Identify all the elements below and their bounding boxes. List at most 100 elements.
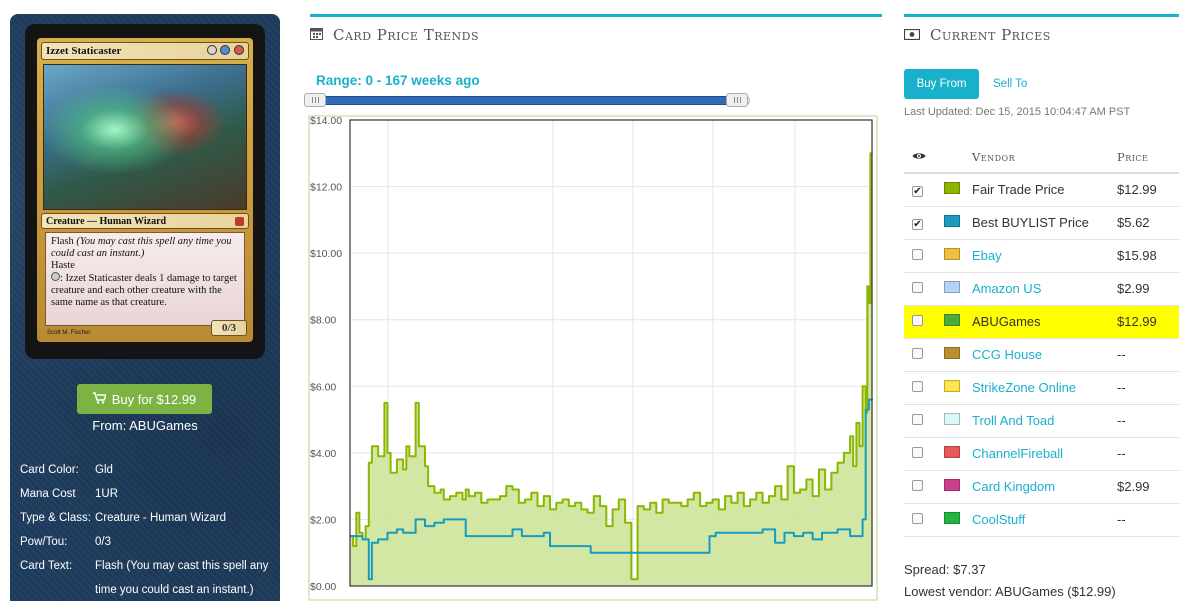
prices-title-text: Current Prices <box>930 26 1051 44</box>
card-art <box>43 64 247 210</box>
set-symbol-icon <box>235 216 244 226</box>
card-info-label: Type & Class: <box>20 512 91 524</box>
last-updated: Last Updated: Dec 15, 2015 10:04:47 AM P… <box>904 106 1131 118</box>
vendor-color-swatch <box>944 248 960 260</box>
card-info-label: Pow/Tou: <box>20 536 68 548</box>
vendor-link[interactable]: Card Kingdom <box>972 479 1056 494</box>
buy-button[interactable]: Buy for $12.99 <box>77 384 212 414</box>
vendor-swatch-cell <box>944 338 972 372</box>
range-slider-handle-end[interactable] <box>726 93 748 107</box>
vendor-row: Card Kingdom $2.99 <box>904 470 1179 504</box>
vendor-link[interactable]: ChannelFireball <box>972 446 1064 461</box>
lowest-vendor: Lowest vendor: ABUGames ($12.99) <box>904 584 1116 599</box>
vendor-visibility-checkbox[interactable] <box>912 513 923 524</box>
card-info-row: Pow/Tou: 0/3 <box>20 530 280 554</box>
vendor-link[interactable]: Amazon US <box>972 281 1042 296</box>
vendor-swatch-cell <box>944 437 972 471</box>
vendor-table-header: Vendor Price <box>904 142 1179 174</box>
vendor-visibility-checkbox[interactable] <box>912 315 923 326</box>
series-area-0 <box>350 153 872 587</box>
vendor-name-cell: Card Kingdom <box>972 470 1117 504</box>
vendor-swatch-cell <box>944 371 972 405</box>
price-column-header: Price <box>1117 142 1179 174</box>
vendor-visibility-checkbox[interactable] <box>912 414 923 425</box>
trends-title: Card Price Trends <box>310 26 479 44</box>
vendor-link[interactable]: Troll And Toad <box>972 413 1055 428</box>
vendor-visibility-checkbox[interactable] <box>912 480 923 491</box>
card-info-label: Card Color: <box>20 464 79 476</box>
vendor-row: ChannelFireball -- <box>904 437 1179 471</box>
y-tick-label: $4.00 <box>310 448 336 460</box>
card-sidebar: Izzet Staticaster Creature — Human Wizar… <box>10 14 280 601</box>
trends-section-rule <box>310 14 882 17</box>
vendor-visibility-checkbox[interactable]: ✔ <box>912 219 923 230</box>
vendor-link[interactable]: StrikeZone Online <box>972 380 1077 395</box>
vendor-visibility-checkbox[interactable] <box>912 381 923 392</box>
tab-sell-to[interactable]: Sell To <box>993 78 1028 90</box>
vendor-visibility-checkbox[interactable]: ✔ <box>912 186 923 198</box>
vendor-checkbox-cell <box>904 305 944 339</box>
vendor-link[interactable]: CCG House <box>972 347 1043 362</box>
vendor-link[interactable]: CoolStuff <box>972 512 1026 527</box>
card-info-value: 1UR <box>95 488 119 500</box>
vendor-visibility-checkbox[interactable] <box>912 447 923 458</box>
price-spread: Spread: $7.37 <box>904 562 986 577</box>
vendor-name-cell: Ebay <box>972 239 1117 273</box>
vendor-visibility-checkbox[interactable] <box>912 249 923 260</box>
tab-buy-from[interactable]: Buy From <box>904 69 979 99</box>
vendor-price: -- <box>1117 371 1179 405</box>
card-info-label: Mana Cost <box>20 488 76 500</box>
card-text-ability: : Izzet Staticaster deals 1 damage to ta… <box>51 273 237 308</box>
range-slider-handle-start[interactable] <box>304 93 326 107</box>
card-info-value: 0/3 <box>95 536 111 548</box>
vendor-row: Troll And Toad -- <box>904 404 1179 438</box>
vendor-color-swatch <box>944 512 960 524</box>
mana-blue-icon <box>220 44 231 55</box>
vendor-name-cell: Troll And Toad <box>972 404 1117 438</box>
mana-red-icon <box>234 44 244 55</box>
vendor-column-header: Vendor <box>972 142 1117 174</box>
y-tick-label: $0.00 <box>310 581 336 593</box>
card-text-flash-reminder: (You may cast this spell any time you co… <box>51 236 232 259</box>
card-info-value: Gld <box>95 464 113 476</box>
vendor-color-swatch <box>944 215 960 227</box>
vendor-checkbox-cell: ✔ <box>904 173 944 207</box>
vendor-link[interactable]: Ebay <box>972 248 1002 263</box>
tap-symbol-icon <box>51 272 60 281</box>
vendor-price: $12.99 <box>1117 305 1179 339</box>
vendor-color-swatch <box>944 281 960 293</box>
range-slider[interactable] <box>304 93 750 107</box>
vendor-color-swatch <box>944 314 960 326</box>
vendor-name-cell: StrikeZone Online <box>972 371 1117 405</box>
money-icon <box>903 26 921 44</box>
cart-icon <box>92 391 107 407</box>
price-trend-chart: $0.00 $2.00 $4.00 $6.00 $8.00 $10.00 $12.00 $14… <box>308 115 878 601</box>
vendor-row: CCG House -- <box>904 338 1179 372</box>
vendor-name-cell: Best BUYLIST Price <box>972 206 1117 240</box>
vendor-color-swatch <box>944 182 960 195</box>
vendor-visibility-checkbox[interactable] <box>912 348 923 359</box>
vendor-price: $2.99 <box>1117 470 1179 504</box>
swatch-column-header <box>944 142 972 174</box>
vendor-row: Amazon US $2.99 <box>904 272 1179 306</box>
vendor-checkbox-cell <box>904 437 944 471</box>
card-power-toughness: 0/3 <box>211 320 247 336</box>
vendor-price: $5.62 <box>1117 206 1179 240</box>
vendor-rows: ✔ Fair Trade Price $12.99 ✔ Best BUYLIST Pri… <box>904 173 1179 537</box>
chart-plot-border <box>349 119 873 587</box>
card-type-bar: Creature — Human Wizard <box>41 213 249 229</box>
vendor-swatch-cell <box>944 206 972 240</box>
vendor-swatch-cell <box>944 239 972 273</box>
vendor-swatch-cell <box>944 173 972 207</box>
trends-title-text: Card Price Trends <box>333 26 480 44</box>
vendor-price: -- <box>1117 404 1179 438</box>
buy-vendor-label: From: ABUGames <box>92 418 198 433</box>
vendor-swatch-cell <box>944 272 972 306</box>
vendor-name-cell: ABUGames <box>972 305 1117 339</box>
card-info-value: Flash (You may cast this spell any time … <box>95 560 269 596</box>
vendor-row: StrikeZone Online -- <box>904 371 1179 405</box>
y-tick-label: $14.00 <box>310 115 342 127</box>
series-line-1 <box>350 398 873 581</box>
vendor-visibility-checkbox[interactable] <box>912 282 923 293</box>
vendor-name-cell: Amazon US <box>972 272 1117 306</box>
